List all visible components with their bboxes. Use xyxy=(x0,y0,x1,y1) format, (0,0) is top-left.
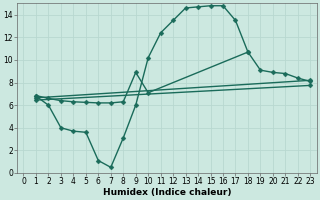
X-axis label: Humidex (Indice chaleur): Humidex (Indice chaleur) xyxy=(103,188,231,197)
